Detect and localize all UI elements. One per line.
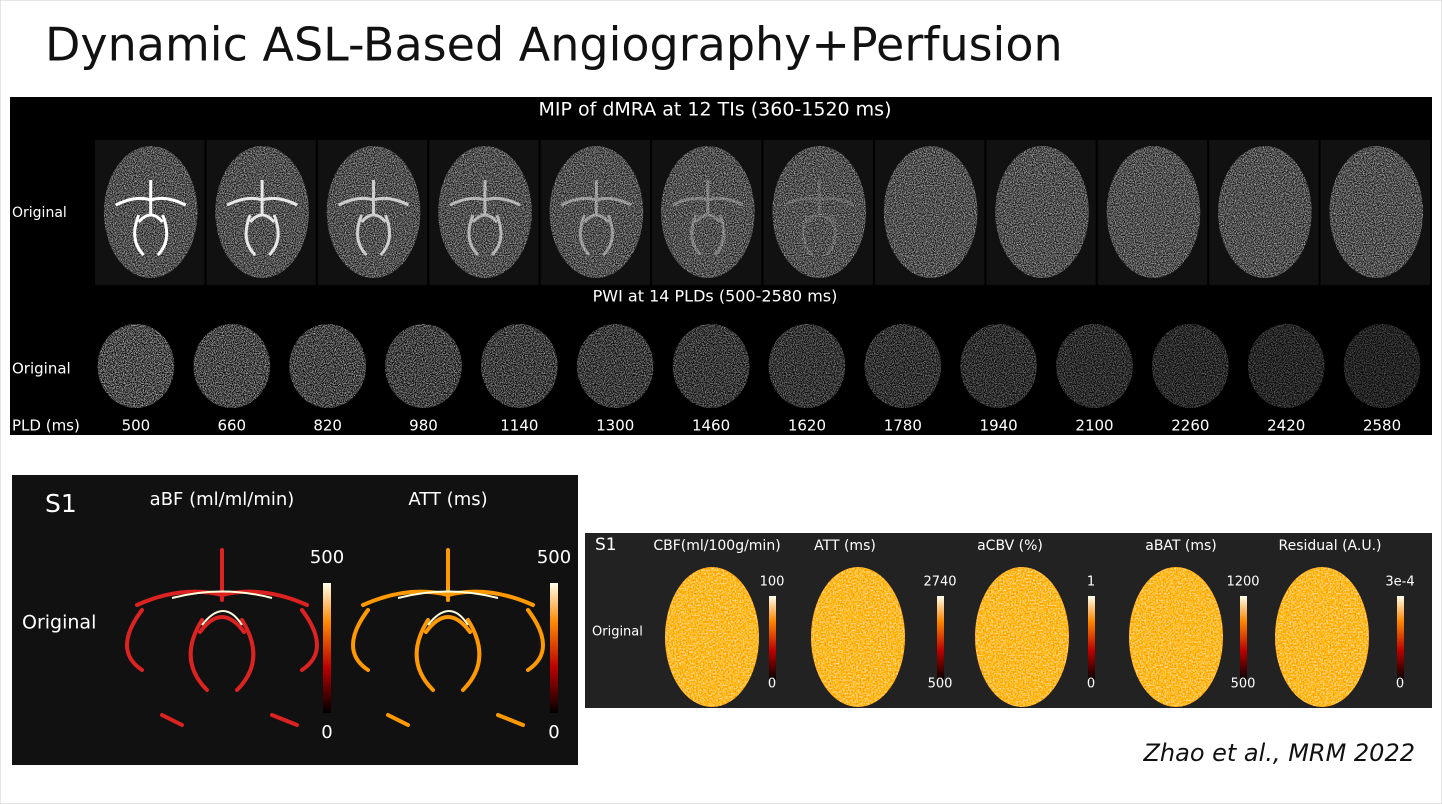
colorbar-max: 3e-4 [1385, 575, 1414, 590]
perfusion-brain [975, 567, 1069, 707]
perfusion-brain [1129, 567, 1223, 707]
colorbar [323, 583, 331, 713]
colorbar-max: 2740 [923, 575, 956, 590]
pwi-brain [864, 324, 942, 408]
pwi-brain [385, 324, 462, 408]
pld-label: 2260 [1171, 417, 1209, 435]
row-label: Original [12, 205, 67, 221]
angio-vessels [351, 548, 545, 727]
pld-label: 1620 [788, 417, 826, 435]
pwi-brain [1343, 324, 1421, 408]
pwi-brain [768, 324, 846, 408]
colorbar-min: 500 [1231, 677, 1256, 692]
row-label: Original [592, 625, 643, 640]
colorbar [937, 596, 944, 680]
angio-vessels-core [397, 590, 499, 626]
colorbar [769, 596, 776, 680]
colorbar [1397, 596, 1404, 680]
slide-title: Dynamic ASL-Based Angiography+Perfusion [45, 18, 1063, 72]
angio-panel [12, 475, 578, 765]
pld-label: 1300 [596, 417, 634, 435]
mip-vessels [672, 180, 744, 257]
pwi-brain [97, 324, 175, 408]
colorbar-min: 0 [548, 722, 559, 743]
pld-label: 2580 [1363, 417, 1401, 435]
pld-label: 1460 [692, 417, 730, 435]
colorbar-min: 0 [768, 677, 776, 692]
angio-vessels-core [171, 590, 273, 626]
panel-title: PWI at 14 PLDs (500-2580 ms) [593, 287, 838, 306]
map-title: aBAT (ms) [1145, 538, 1217, 554]
colorbar-max: 1200 [1226, 575, 1259, 590]
map-title: ATT (ms) [814, 538, 876, 554]
map-title: aCBV (%) [977, 538, 1043, 554]
pwi-brain [289, 324, 366, 408]
mip-vessels [226, 180, 298, 257]
subject-label: S1 [595, 535, 617, 555]
pld-label: 500 [122, 417, 151, 435]
perfusion-brain [811, 567, 905, 707]
mip-vessels [560, 180, 633, 257]
pwi-brain [576, 324, 654, 408]
pwi-brain [1152, 324, 1229, 408]
map-title: aBF (ml/ml/min) [150, 489, 295, 510]
pld-label: 1140 [500, 417, 538, 435]
colorbar-max: 1 [1087, 575, 1095, 590]
colorbar-min: 500 [928, 677, 953, 692]
pld-label: 980 [409, 417, 438, 435]
pld-label: 1780 [884, 417, 922, 435]
pwi-brain [481, 324, 558, 408]
mip-brain [549, 146, 644, 278]
map-title: Residual (A.U.) [1279, 538, 1382, 554]
pwi-brain [193, 324, 271, 408]
angio-vessels [125, 548, 319, 727]
row-label: Original [22, 612, 96, 634]
mip-brain [660, 146, 755, 278]
row-label: Original [12, 360, 71, 378]
mip-vessels [115, 180, 187, 257]
mip-brain [1106, 146, 1201, 278]
pld-label: 2100 [1075, 417, 1113, 435]
pld-label: 2420 [1267, 417, 1305, 435]
colorbar-min: 0 [1087, 677, 1095, 692]
pld-label: 820 [313, 417, 342, 435]
mip-vessels [449, 180, 521, 257]
mip-brain [772, 146, 867, 278]
map-title: ATT (ms) [408, 489, 487, 510]
panel-title: MIP of dMRA at 12 TIs (360-1520 ms) [538, 99, 891, 121]
colorbar [1240, 596, 1247, 680]
pwi-brain [1056, 324, 1133, 408]
colorbar-max: 500 [537, 547, 571, 568]
pld-label: 660 [217, 417, 246, 435]
pld-label: 1940 [980, 417, 1018, 435]
map-title: CBF(ml/100g/min) [653, 538, 780, 554]
colorbar-min: 0 [321, 722, 332, 743]
colorbar-min: 0 [1396, 677, 1404, 692]
colorbar [1088, 596, 1095, 680]
pwi-brain [960, 324, 1037, 408]
mip-brain [1218, 146, 1312, 278]
citation: Zhao et al., MRM 2022 [1142, 739, 1415, 767]
pwi-brain [1247, 324, 1325, 408]
mip-vessels [783, 180, 855, 257]
perfusion-brain [665, 567, 759, 707]
axis-label: PLD (ms) [12, 417, 80, 435]
subject-label: S1 [45, 489, 77, 518]
colorbar-max: 500 [310, 547, 344, 568]
pwi-brain [672, 324, 750, 408]
mip-brain [1329, 146, 1424, 278]
mip-brain [883, 146, 978, 278]
perfusion-brain [1275, 567, 1369, 707]
colorbar [550, 583, 558, 713]
mip-brain [995, 146, 1089, 278]
mip-vessels [337, 180, 410, 257]
colorbar-max: 100 [760, 575, 785, 590]
